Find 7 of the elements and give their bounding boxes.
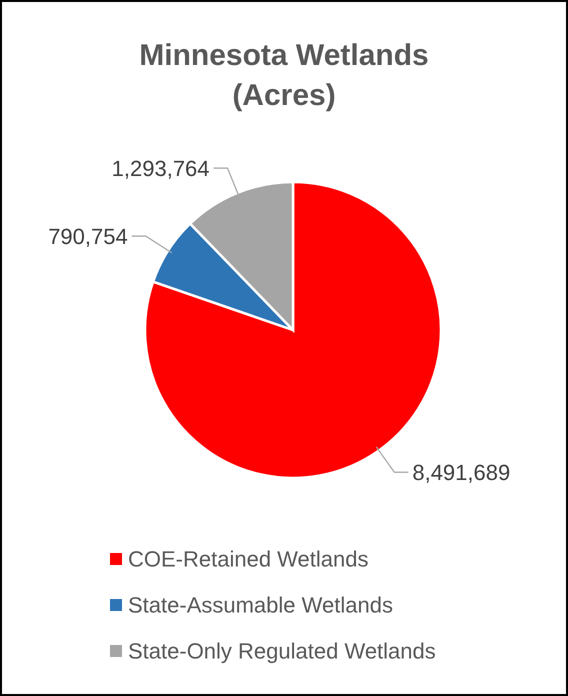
legend-label: COE-Retained Wetlands	[128, 546, 368, 572]
legend-label: State-Only Regulated Wetlands	[128, 638, 436, 664]
data-label: 1,293,764	[112, 156, 210, 181]
chart-title: Minnesota Wetlands (Acres)	[139, 39, 429, 112]
data-label: 790,754	[48, 224, 128, 249]
data-label: 8,491,689	[412, 460, 510, 485]
legend-label: State-Assumable Wetlands	[128, 592, 393, 618]
